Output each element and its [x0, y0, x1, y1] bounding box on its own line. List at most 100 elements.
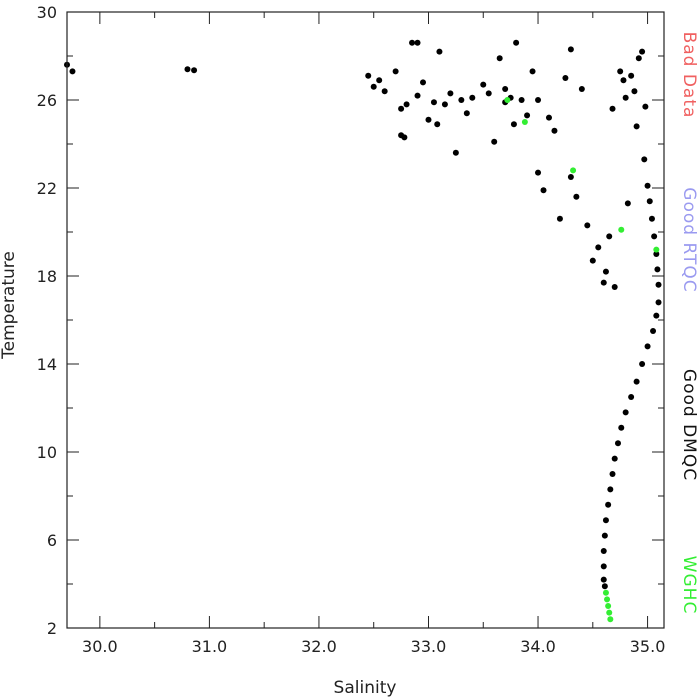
data-point [480, 81, 487, 88]
y-tick-label: 14 [37, 355, 57, 374]
data-point [602, 268, 609, 275]
data-point [414, 39, 421, 46]
data-point [463, 110, 470, 117]
data-point [504, 97, 511, 103]
x-tick-label: 30.0 [82, 637, 118, 656]
data-point [624, 200, 631, 207]
data-point [633, 123, 640, 130]
data-point [414, 92, 421, 99]
data-point [633, 378, 640, 385]
data-point [609, 471, 616, 477]
data-point [655, 281, 662, 288]
data-point [614, 440, 621, 447]
y-tick-label: 2 [47, 619, 57, 638]
data-point [485, 90, 492, 97]
data-point [646, 198, 653, 205]
data-point [611, 455, 618, 462]
data-point [628, 72, 635, 79]
data-point [491, 138, 498, 145]
data-point [447, 90, 454, 97]
data-point [403, 101, 410, 108]
data-point [618, 424, 625, 431]
data-point [434, 121, 441, 128]
y-tick-label: 26 [37, 91, 57, 110]
x-tick-label: 32.0 [301, 637, 337, 656]
data-point [644, 343, 651, 350]
data-point [602, 517, 609, 524]
data-point [573, 193, 580, 200]
data-point [545, 114, 552, 121]
data-point [601, 532, 608, 539]
data-point [540, 187, 547, 194]
data-point [409, 39, 416, 46]
legend-entry: Good DMQC [679, 369, 699, 481]
data-point [69, 68, 76, 75]
data-point [381, 88, 388, 95]
data-point [617, 68, 624, 75]
data-point [584, 222, 591, 229]
y-tick-label: 10 [37, 443, 57, 462]
data-point [604, 596, 611, 603]
data-point [653, 312, 660, 319]
x-tick-label: 31.0 [192, 637, 228, 656]
data-point [510, 121, 517, 128]
data-point [611, 284, 618, 290]
data-point [609, 105, 616, 112]
data-point [644, 182, 651, 189]
data-point [595, 244, 602, 251]
data-point [556, 215, 563, 222]
data-point [524, 112, 531, 119]
data-point [518, 97, 525, 103]
data-point [469, 94, 476, 101]
data-point [529, 68, 536, 75]
x-tick-label: 33.0 [411, 637, 447, 656]
data-point [401, 134, 408, 141]
x-tick-label: 35.0 [630, 637, 666, 656]
data-point [458, 97, 465, 103]
data-point [570, 167, 577, 174]
data-point [600, 279, 607, 286]
y-tick-label: 22 [37, 179, 57, 198]
data-point [622, 409, 629, 416]
data-point [605, 501, 612, 508]
data-point [605, 603, 612, 609]
data-point [365, 72, 372, 79]
data-point [567, 46, 574, 53]
data-point [392, 68, 399, 75]
data-point [641, 156, 648, 163]
data-point [600, 576, 607, 583]
data-point [602, 589, 609, 596]
legend-entry: Good RTQC [679, 187, 699, 292]
data-point [607, 486, 614, 493]
data-point [653, 246, 660, 253]
y-tick-label: 6 [47, 531, 57, 550]
data-point [567, 174, 574, 180]
data-point [184, 66, 191, 73]
legend-entry: Bad Data [679, 32, 699, 119]
data-point [191, 67, 198, 74]
data-points [64, 39, 662, 623]
legend: Bad Data Good RTQC Good DMQC WGHC [679, 32, 699, 615]
data-point [600, 548, 607, 554]
data-point [425, 116, 432, 123]
x-axis-title: Salinity [334, 678, 397, 698]
data-point [618, 226, 625, 233]
data-point [452, 149, 459, 156]
data-point [628, 394, 635, 400]
x-tick-label: 34.0 [520, 637, 556, 656]
data-point [551, 127, 558, 134]
data-point [521, 119, 528, 125]
data-point [376, 77, 383, 84]
y-tick-label: 30 [37, 3, 57, 22]
y-axis-title: Temperature [0, 251, 19, 360]
data-point [606, 233, 613, 240]
data-point [651, 233, 658, 240]
data-point [535, 169, 542, 176]
data-point [642, 103, 649, 110]
data-point [601, 583, 608, 590]
data-point [639, 48, 646, 55]
data-point [606, 609, 613, 616]
